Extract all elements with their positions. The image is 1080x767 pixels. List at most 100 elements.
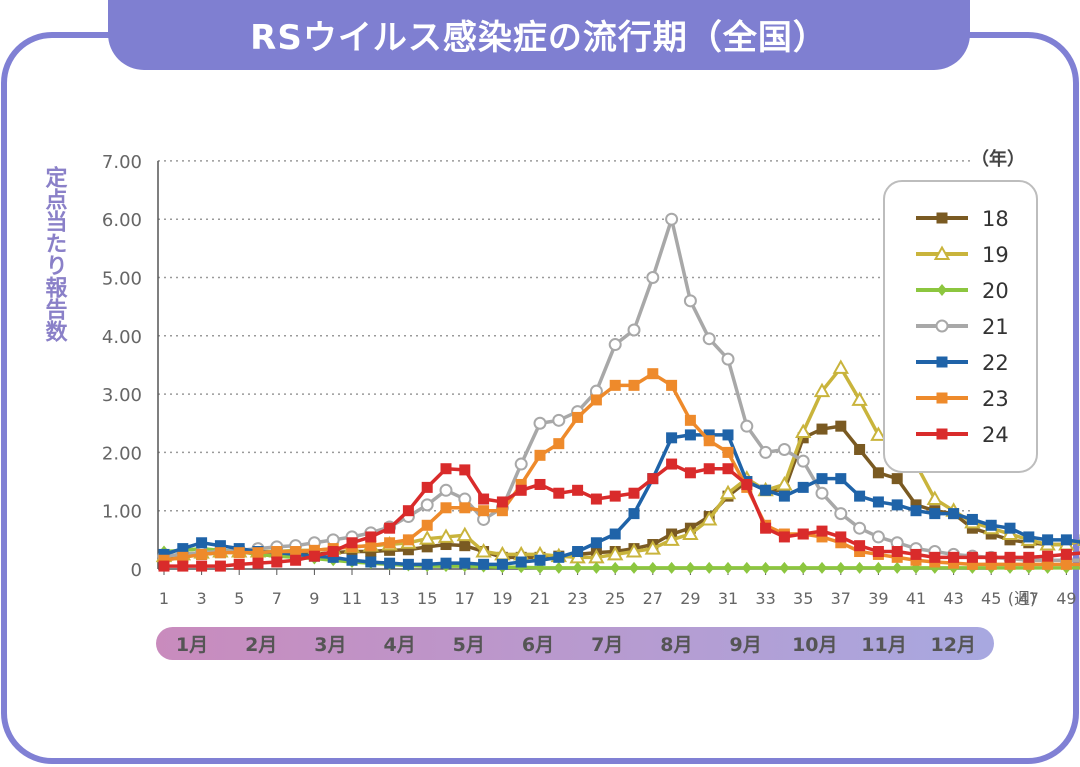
data-point (252, 557, 264, 569)
data-point (514, 457, 528, 471)
data-point (308, 550, 320, 562)
data-point (421, 541, 433, 553)
y-tick-label: 3.00 (102, 385, 142, 406)
data-point (475, 542, 492, 558)
data-point (553, 551, 565, 563)
data-point (853, 521, 867, 535)
data-point (1060, 558, 1072, 570)
x-tick-label: 31 (718, 589, 738, 608)
x-tick-label: 47 (1019, 589, 1039, 608)
data-point (835, 537, 847, 549)
series-group (155, 212, 1080, 574)
x-tick-label: 13 (379, 589, 399, 608)
data-point (1060, 534, 1072, 546)
series-line (163, 433, 1080, 567)
data-point (854, 561, 865, 574)
data-point (553, 438, 565, 450)
x-tick-label: 7 (272, 589, 282, 608)
data-point (703, 429, 715, 441)
data-point (778, 490, 790, 502)
data-point (1023, 531, 1035, 543)
data-point (948, 508, 960, 520)
month-bar: 1月 2月 3月 4月 5月 6月 7月 8月 9月 10月 11月 12月 (156, 627, 994, 660)
y-tick-label: 2.00 (102, 443, 142, 464)
data-point (647, 561, 658, 574)
data-point (384, 522, 396, 534)
data-point (534, 478, 546, 490)
data-point (290, 546, 302, 558)
data-point (158, 560, 170, 572)
month-label: 12月 (930, 634, 975, 656)
data-point (158, 548, 170, 560)
y-tick-label: 5.00 (102, 269, 142, 290)
data-point (214, 560, 226, 572)
data-point (534, 449, 546, 461)
data-point (1023, 551, 1035, 563)
data-point (760, 522, 772, 534)
data-point (496, 558, 508, 570)
month-label: 6月 (522, 634, 554, 656)
data-point (722, 429, 734, 441)
y-axis-label: 定点当たり報告数 (42, 165, 68, 343)
data-point (478, 558, 490, 570)
data-point (948, 557, 960, 569)
data-point (553, 561, 564, 574)
data-point (684, 467, 696, 479)
data-point (760, 484, 772, 496)
data-point (665, 212, 679, 226)
data-point (700, 510, 718, 526)
data-point (851, 391, 868, 406)
legend-entry-label: 21 (982, 315, 1009, 339)
data-point (572, 411, 584, 423)
data-point (817, 561, 827, 574)
data-point (723, 561, 733, 574)
data-point (666, 458, 678, 470)
data-point (177, 543, 189, 555)
data-point (308, 544, 320, 556)
data-point (1004, 558, 1016, 570)
data-point (365, 531, 377, 543)
data-point (647, 368, 659, 380)
data-point (515, 478, 527, 490)
legend-entry-label: 22 (982, 351, 1009, 375)
month-label: 5月 (453, 634, 485, 656)
month-label: 2月 (245, 634, 277, 656)
data-point (402, 544, 414, 556)
data-point (966, 551, 978, 563)
data-point (534, 554, 546, 566)
data-point (608, 338, 622, 352)
data-point (685, 561, 696, 574)
title-banner (108, 0, 970, 70)
data-point (1023, 558, 1035, 570)
data-point (609, 528, 621, 540)
data-point (870, 426, 887, 441)
data-point (609, 379, 621, 391)
x-tick-label: 35 (793, 589, 813, 608)
data-point (591, 561, 602, 574)
data-point (346, 554, 358, 566)
data-point (741, 478, 753, 490)
data-point (1042, 550, 1054, 562)
data-point (854, 540, 866, 552)
data-point (910, 548, 922, 560)
legend-entry-label: 24 (982, 423, 1009, 447)
x-unit-label: (週) (1008, 589, 1037, 608)
data-point (459, 557, 471, 569)
data-point (796, 454, 810, 468)
data-point (929, 551, 941, 563)
data-point (835, 473, 847, 485)
month-label: 10月 (792, 634, 837, 656)
data-point (478, 493, 490, 505)
data-point (891, 473, 903, 485)
y-tick-label: 4.00 (102, 327, 142, 348)
data-point (683, 294, 697, 308)
month-label: 9月 (729, 634, 761, 656)
x-tick-label: 33 (755, 589, 775, 608)
x-tick-label: 25 (605, 589, 625, 608)
data-point (346, 537, 358, 549)
data-point (721, 352, 735, 366)
data-point (606, 545, 624, 561)
data-point (985, 519, 997, 531)
data-point (628, 508, 640, 520)
data-point (590, 537, 602, 549)
